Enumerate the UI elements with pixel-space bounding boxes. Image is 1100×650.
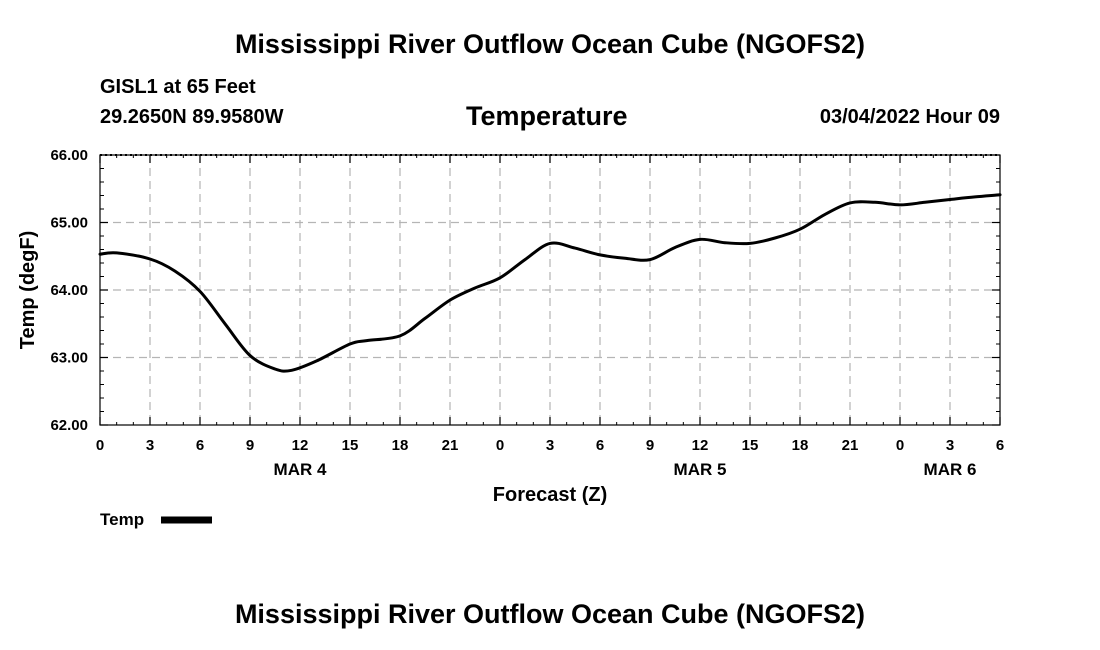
x-tick-label: 6 (196, 437, 204, 454)
x-tick-label: 6 (996, 437, 1004, 454)
x-tick-label: 3 (146, 437, 154, 454)
x-tick-label: 12 (692, 437, 709, 454)
x-tick-label: 12 (292, 437, 309, 454)
y-tick-label: 65.00 (50, 215, 88, 232)
y-tick-label: 63.00 (50, 350, 88, 367)
legend-label: Temp (100, 510, 144, 529)
x-tick-label: 0 (496, 437, 504, 454)
plot-frame (99, 154, 1001, 426)
x-tick-label: 0 (896, 437, 904, 454)
y-tick-label: 62.00 (50, 417, 88, 434)
temp-series-line (98, 193, 1002, 373)
x-tick-label: 9 (246, 437, 254, 454)
panel-title: Temperature (466, 101, 628, 131)
x-tick-label: 3 (546, 437, 554, 454)
y-tick-label: 64.00 (50, 282, 88, 299)
day-label: MAR 4 (274, 460, 327, 479)
y-axis-label: Temp (degF) (17, 231, 39, 350)
station-coords: 29.2650N 89.9580W (100, 106, 284, 128)
x-tick-label: 21 (842, 437, 859, 454)
x-axis-label: Forecast (Z) (493, 484, 607, 506)
axis-labels: 0 3 6 9 12 15 18 21 0 3 6 9 12 15 18 21 0 3 6 62.00 63.00 64.… (50, 147, 1004, 479)
x-tick-label: 6 (596, 437, 604, 454)
x-tick-label: 18 (392, 437, 409, 454)
day-label: MAR 6 (924, 460, 977, 479)
x-tick-label: 15 (742, 437, 759, 454)
grid (100, 155, 1000, 425)
x-tick-label: 18 (792, 437, 809, 454)
x-tick-label: 0 (96, 437, 104, 454)
run-time: 03/04/2022 Hour 09 (819, 106, 1000, 128)
x-tick-label: 21 (442, 437, 459, 454)
x-tick-label: 3 (946, 437, 954, 454)
station-name: GISL1 at 65 Feet (100, 76, 256, 98)
x-tick-label: 9 (646, 437, 654, 454)
footer-title: Mississippi River Outflow Ocean Cube (NG… (234, 599, 866, 629)
x-tick-label: 15 (342, 437, 359, 454)
y-tick-label: 66.00 (50, 147, 88, 164)
day-label: MAR 5 (674, 460, 727, 479)
main-title: Mississippi River Outflow Ocean Cube (NG… (234, 29, 866, 59)
